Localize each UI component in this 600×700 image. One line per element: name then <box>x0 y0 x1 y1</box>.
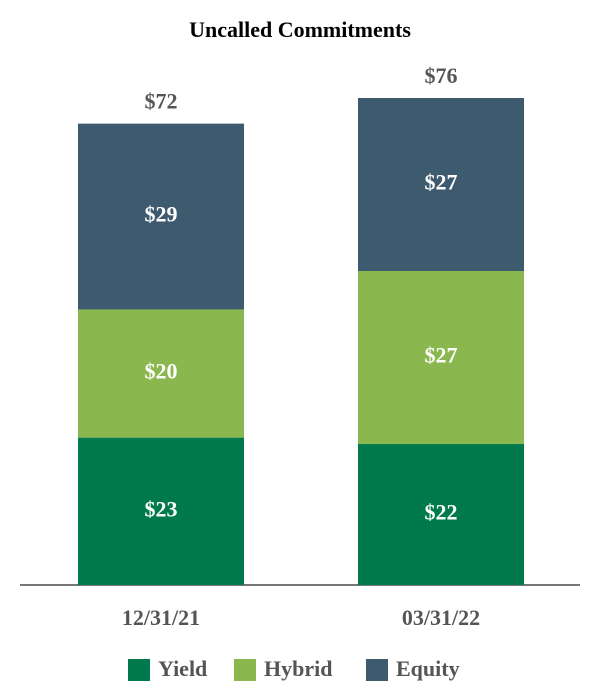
x-tick-label: 12/31/21 <box>122 605 200 630</box>
bar-segment <box>78 437 244 585</box>
legend-swatch <box>366 659 388 681</box>
chart-title: Uncalled Commitments <box>189 17 411 42</box>
legend-label: Hybrid <box>264 656 332 681</box>
total-label: $72 <box>145 89 178 114</box>
bar-segment <box>358 271 524 445</box>
legend-swatch <box>234 659 256 681</box>
value-label: $29 <box>145 202 178 227</box>
legend-label: Yield <box>158 656 207 681</box>
value-label: $23 <box>145 496 178 521</box>
x-tick-label: 03/31/22 <box>402 605 480 630</box>
value-label: $27 <box>425 170 458 195</box>
total-label: $76 <box>425 63 458 88</box>
value-label: $22 <box>425 500 458 525</box>
value-label: $20 <box>145 359 178 384</box>
bar-segment <box>358 444 524 585</box>
bar-segment <box>78 123 244 310</box>
bar-segment <box>358 98 524 272</box>
legend-label: Equity <box>396 656 460 681</box>
bar-segment <box>78 309 244 438</box>
legend-swatch <box>128 659 150 681</box>
value-label: $27 <box>425 343 458 368</box>
